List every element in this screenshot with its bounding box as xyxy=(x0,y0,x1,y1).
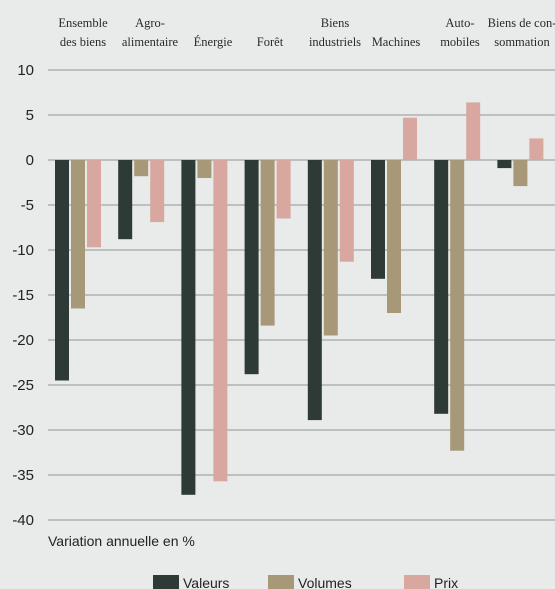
bar-valeurs xyxy=(244,160,259,375)
bar-valeurs xyxy=(55,160,69,381)
bar-prix xyxy=(403,117,417,160)
bar-prix xyxy=(150,160,165,223)
legend-swatch-prix xyxy=(404,575,430,589)
bar-volumes xyxy=(323,160,338,336)
y-tick-label: -5 xyxy=(21,197,34,214)
category-label: Ensemble des biens xyxy=(58,16,108,49)
category-label: Machines xyxy=(372,35,421,49)
bar-prix xyxy=(276,160,291,219)
y-tick-label: -20 xyxy=(12,332,34,349)
bar-valeurs xyxy=(181,160,196,495)
bars xyxy=(55,102,544,495)
bar-valeurs xyxy=(118,160,133,240)
category-label: Forêt xyxy=(257,35,284,49)
bar-valeurs xyxy=(434,160,449,414)
legend-swatch-valeurs xyxy=(153,575,179,589)
bar-prix xyxy=(339,160,354,262)
y-axis-ticks: 10 5 0 -5 -10 -15 -20 -25 -30 -35 -40 xyxy=(12,62,34,529)
y-tick-label: -40 xyxy=(12,512,34,529)
y-tick-label: 0 xyxy=(26,152,34,169)
bar-volumes xyxy=(513,160,528,187)
legend-label-prix: Prix xyxy=(434,575,458,589)
bar-prix xyxy=(213,160,228,482)
gridlines xyxy=(48,69,555,521)
legend-label-volumes: Volumes xyxy=(298,575,352,589)
bar-prix xyxy=(466,102,481,160)
category-labels: Ensemble des biens Agro-alimentaire Énergie… xyxy=(58,16,555,49)
bar-volumes xyxy=(260,160,275,326)
bar-volumes xyxy=(450,160,465,451)
bar-valeurs xyxy=(307,160,322,421)
y-tick-label: -15 xyxy=(12,287,34,304)
y-tick-label: 5 xyxy=(26,107,34,124)
category-label: Agro-alimentaire xyxy=(122,16,179,49)
legend-swatch-volumes xyxy=(268,575,294,589)
y-tick-label: -25 xyxy=(12,377,34,394)
category-label: Énergie xyxy=(194,35,233,49)
category-label: Biens industriels xyxy=(309,16,361,49)
bar-valeurs xyxy=(497,160,512,169)
y-tick-label: 10 xyxy=(17,62,34,79)
legend-label-valeurs: Valeurs xyxy=(183,575,229,589)
bar-prix xyxy=(529,138,544,160)
category-label: Biens de con-sommation xyxy=(488,16,555,49)
bar-volumes xyxy=(71,160,85,309)
category-label: Auto-mobiles xyxy=(440,16,480,49)
bar-prix xyxy=(87,160,101,248)
bar-volumes xyxy=(197,160,212,178)
y-tick-label: -10 xyxy=(12,242,34,259)
y-tick-label: -30 xyxy=(12,422,34,439)
bar-valeurs xyxy=(371,160,385,279)
y-axis-label: Variation annuelle en % xyxy=(48,533,195,549)
legend: Valeurs Volumes Prix xyxy=(153,575,458,589)
y-tick-label: -35 xyxy=(12,467,34,484)
bar-volumes xyxy=(387,160,401,313)
bar-volumes xyxy=(134,160,149,177)
